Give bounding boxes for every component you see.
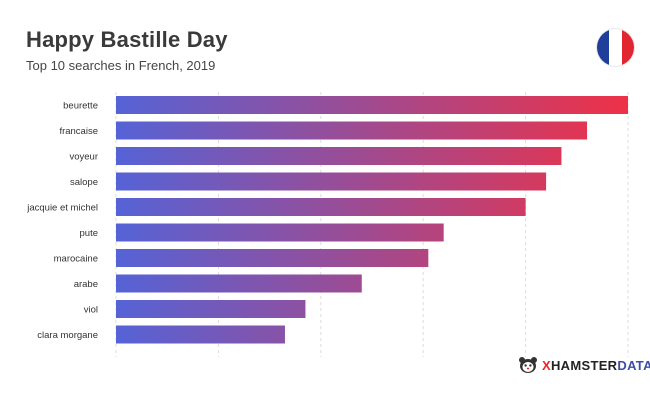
category-label: voyeur — [69, 152, 98, 163]
category-label: pute — [80, 228, 99, 239]
brand-hamster: HAMSTER — [550, 357, 618, 373]
bar-pute — [116, 223, 444, 242]
category-label: salope — [70, 177, 98, 188]
chart-subtitle: Top 10 searches in French, 2019 — [26, 58, 216, 73]
bar-voyeur — [116, 147, 562, 165]
bar-viol — [116, 300, 306, 318]
hamster-icon — [519, 357, 537, 373]
bar-francaise — [116, 121, 588, 140]
category-label: francaise — [59, 126, 98, 137]
chart-title: Happy Bastille Day — [26, 27, 228, 52]
brand-data: DATA — [617, 357, 650, 373]
bar-clara-morgane — [116, 325, 285, 344]
bar-jacquie-et-michel — [116, 198, 526, 216]
flag-stripe-blue — [597, 29, 610, 66]
category-label: arabe — [74, 279, 98, 290]
category-label: jacquie et michel — [26, 203, 98, 214]
bar-beurette — [116, 96, 628, 114]
bar-marocaine — [116, 249, 429, 267]
flag-stripe-red — [621, 29, 634, 66]
category-label: viol — [84, 305, 98, 316]
brand-wordmark: XHAMSTERDATA — [542, 358, 650, 373]
category-label: marocaine — [54, 254, 98, 265]
category-label: beurette — [63, 101, 98, 112]
flag-stripe-white — [609, 29, 622, 66]
category-label: clara morgane — [37, 330, 98, 341]
france-flag-icon — [597, 29, 634, 66]
brand-x: X — [542, 357, 551, 373]
bar-salope — [116, 172, 547, 191]
bar-arabe — [116, 274, 362, 293]
xhamster-data-logo: XHAMSTERDATA — [518, 356, 650, 374]
